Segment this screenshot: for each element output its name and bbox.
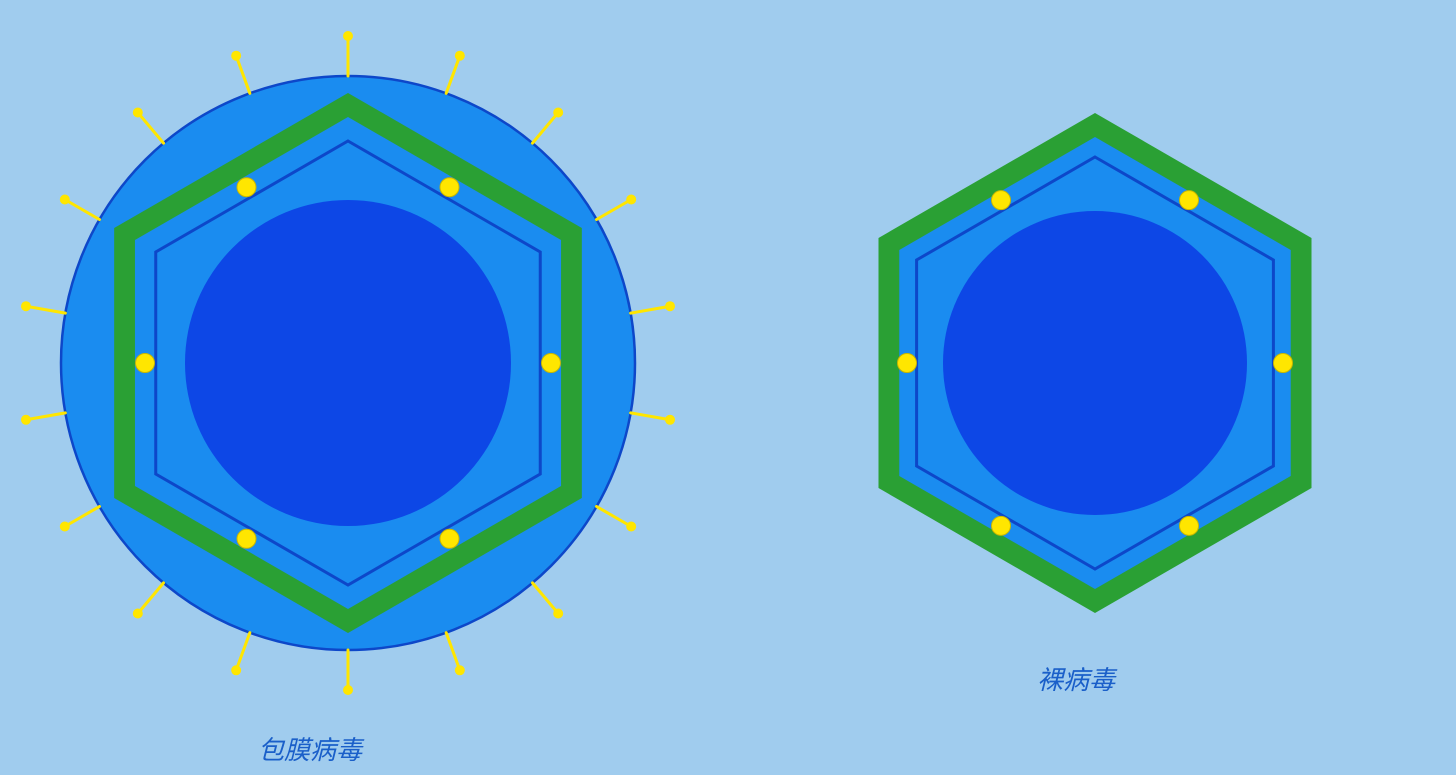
glycoprotein-spike: [446, 633, 460, 671]
glycoprotein-spike: [597, 200, 632, 220]
glycoprotein-spike-head: [60, 522, 70, 532]
capsid-protein-dot: [542, 354, 561, 373]
capsid-protein-dot: [237, 178, 256, 197]
capsid-protein-dot: [440, 529, 459, 548]
glycoprotein-spike-head: [455, 51, 465, 61]
capsid-protein-dot: [1180, 191, 1199, 210]
naked-virus: [878, 113, 1311, 613]
glycoprotein-spike-head: [231, 51, 241, 61]
glycoprotein-spike-head: [553, 608, 563, 618]
capsid-protein-dot: [1274, 354, 1293, 373]
glycoprotein-spike: [26, 306, 65, 313]
glycoprotein-spike: [631, 413, 670, 420]
naked-virus-label: 裸病毒: [1037, 660, 1115, 697]
glycoprotein-spike: [138, 583, 164, 614]
glycoprotein-spike: [65, 200, 100, 220]
capsid-protein-dot: [992, 191, 1011, 210]
glycoprotein-spike-head: [133, 608, 143, 618]
capsid-protein-dot: [898, 354, 917, 373]
glycoprotein-spike-head: [665, 415, 675, 425]
diagram-canvas: [0, 0, 1456, 775]
glycoprotein-spike: [532, 583, 558, 614]
glycoprotein-spike-head: [626, 522, 636, 532]
glycoprotein-spike-head: [21, 301, 31, 311]
glycoprotein-spike-head: [343, 31, 353, 41]
glycoprotein-spike-head: [60, 195, 70, 205]
enveloped-virus-label: 包膜病毒: [258, 730, 362, 767]
nucleic-acid-core: [943, 211, 1247, 515]
capsid-protein-dot: [1180, 516, 1199, 535]
glycoprotein-spike: [236, 56, 250, 94]
glycoprotein-spike-head: [665, 301, 675, 311]
glycoprotein-spike-head: [455, 665, 465, 675]
glycoprotein-spike-head: [133, 108, 143, 118]
glycoprotein-spike-head: [343, 685, 353, 695]
glycoprotein-spike: [597, 507, 632, 527]
glycoprotein-spike: [65, 507, 100, 527]
glycoprotein-spike: [532, 113, 558, 144]
glycoprotein-spike: [26, 413, 65, 420]
glycoprotein-spike: [446, 56, 460, 94]
glycoprotein-spike: [138, 113, 164, 144]
capsid-protein-dot: [992, 516, 1011, 535]
glycoprotein-spike-head: [553, 108, 563, 118]
capsid-protein-dot: [136, 354, 155, 373]
nucleic-acid-core: [185, 200, 511, 526]
enveloped-virus: [21, 31, 675, 695]
glycoprotein-spike: [236, 633, 250, 671]
glycoprotein-spike-head: [21, 415, 31, 425]
capsid-protein-dot: [440, 178, 459, 197]
glycoprotein-spike-head: [626, 195, 636, 205]
glycoprotein-spike: [631, 306, 670, 313]
glycoprotein-spike-head: [231, 665, 241, 675]
capsid-protein-dot: [237, 529, 256, 548]
